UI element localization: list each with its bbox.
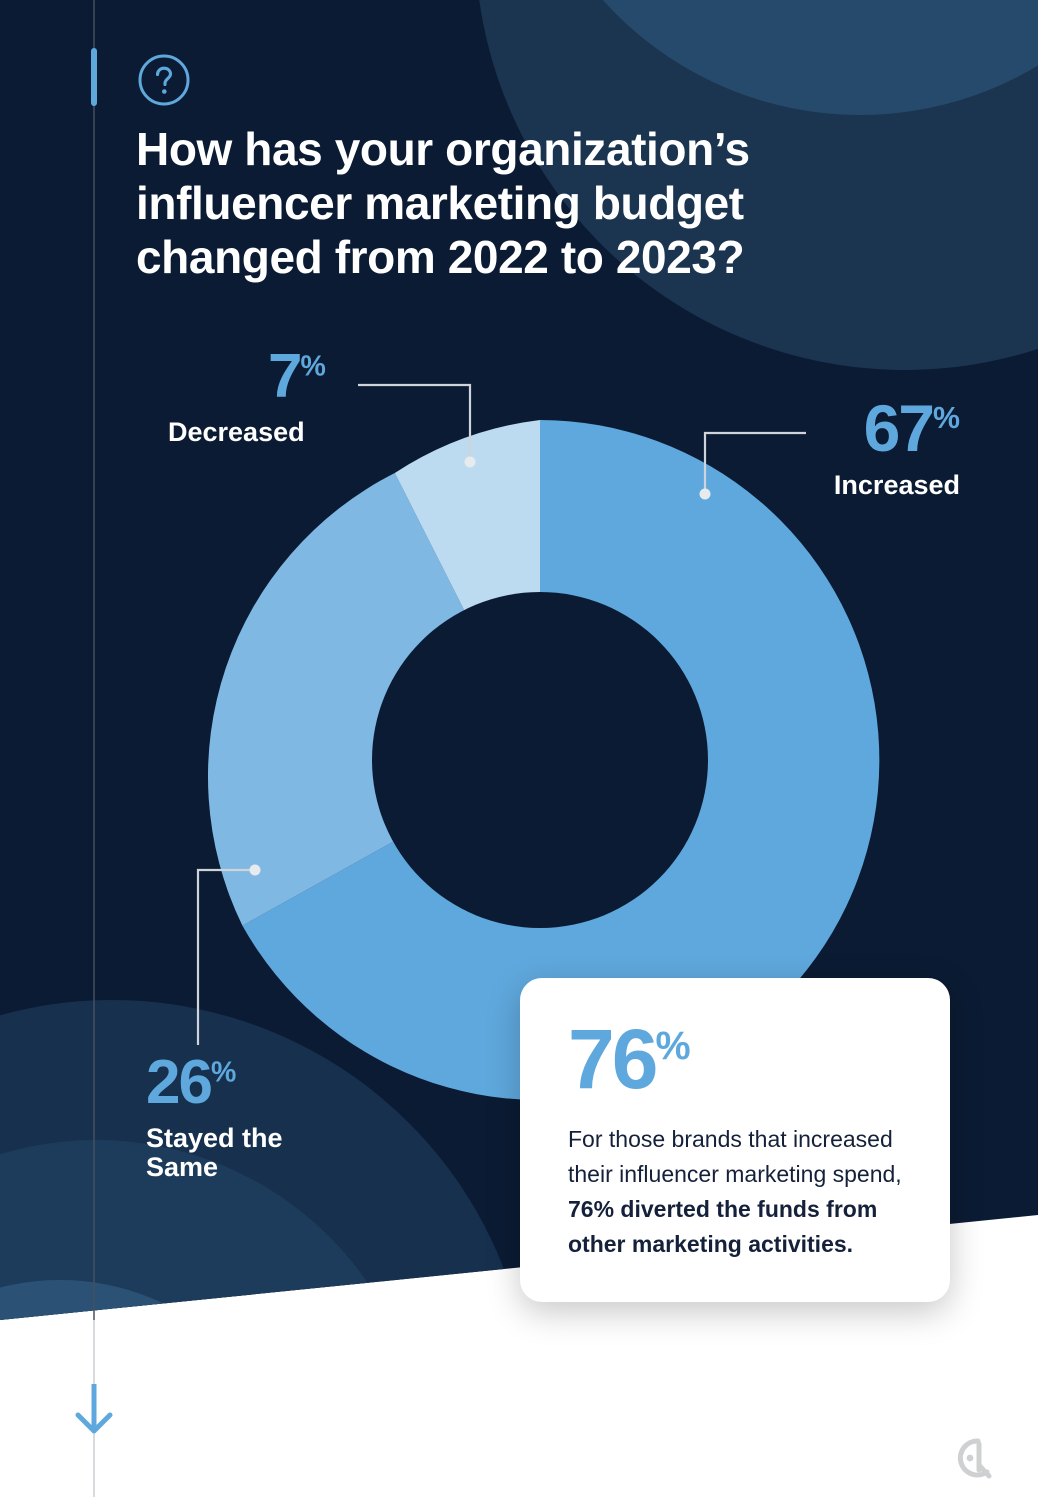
slice-stayed[interactable]	[207, 473, 540, 926]
stat-card-text-plain: For those brands that increased their in…	[568, 1125, 902, 1187]
callout-decreased-label: Decreased	[168, 417, 305, 447]
callout-decreased-value: 7%	[268, 342, 326, 411]
callout-decreased: 7% Decreased	[168, 346, 326, 447]
callout-stayed-value: 26%	[146, 1048, 237, 1117]
callout-stayed-label: Stayed the Same	[146, 1123, 283, 1183]
question-mark-circle-icon	[137, 53, 191, 107]
q-logo-icon	[948, 1432, 1004, 1484]
callout-increased-value: 67%	[863, 391, 960, 465]
donut-chart	[200, 420, 880, 1100]
donut-hole	[372, 592, 708, 928]
percent-symbol: %	[300, 350, 326, 383]
stat-card-text-bold: 76% diverted the funds from other market…	[568, 1195, 878, 1257]
stat-card-text: For those brands that increased their in…	[568, 1122, 904, 1262]
callout-increased: 67% Increased	[834, 395, 960, 500]
percent-symbol: %	[933, 402, 960, 435]
arrow-down-icon	[66, 1384, 122, 1436]
donut-chart-svg	[207, 420, 880, 1100]
accent-bar	[91, 48, 97, 106]
percent-symbol: %	[655, 1024, 691, 1068]
stat-card: 76% For those brands that increased thei…	[520, 978, 950, 1302]
callout-stayed-the-same: 26% Stayed the Same	[146, 1052, 283, 1182]
callout-increased-label: Increased	[833, 470, 960, 500]
page-title: How has your organization’s influencer m…	[136, 123, 750, 283]
stat-card-value: 76%	[568, 1012, 691, 1106]
percent-symbol: %	[210, 1056, 237, 1089]
left-vertical-rule	[93, 0, 95, 1497]
